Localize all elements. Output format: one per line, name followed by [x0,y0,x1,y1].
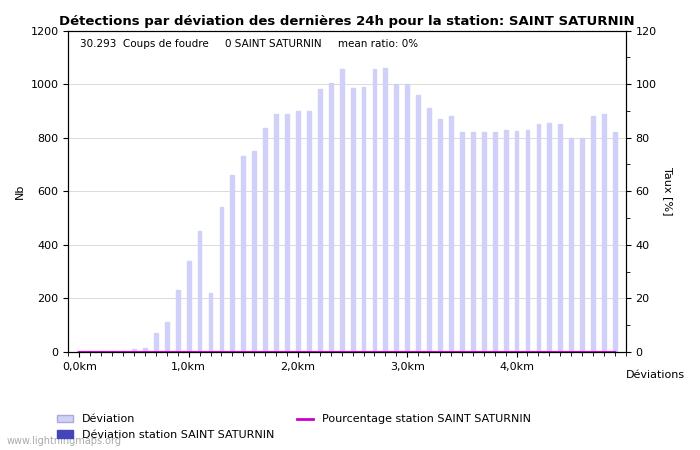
Bar [132,349,136,352]
Bar [438,119,442,352]
Bar [580,138,584,352]
Bar [340,69,344,352]
Bar [449,116,453,352]
Bar [296,111,300,352]
Bar [285,113,289,352]
Bar [514,131,519,352]
Bar [209,293,212,352]
Bar [230,175,235,352]
Bar [460,132,464,352]
Bar [372,69,377,352]
Text: www.lightningmaps.org: www.lightningmaps.org [7,436,122,446]
Bar [405,84,409,352]
Bar [526,130,529,352]
Y-axis label: Taux [%]: Taux [%] [664,167,673,216]
Bar [154,333,158,352]
Bar [394,84,398,352]
Bar [110,351,114,352]
Bar [559,124,562,352]
Bar [88,351,92,352]
Bar [176,290,180,352]
Bar [197,231,202,352]
Bar [329,83,332,352]
Title: Détections par déviation des dernières 24h pour la station: SAINT SATURNIN: Détections par déviation des dernières 2… [60,15,635,28]
Bar [569,138,573,352]
Bar [318,90,322,352]
Bar [416,95,420,352]
Text: 30.293  Coups de foudre     0 SAINT SATURNIN     mean ratio: 0%: 30.293 Coups de foudre 0 SAINT SATURNIN … [80,39,418,49]
Bar [613,132,617,352]
Bar [493,132,496,352]
Bar [547,123,552,352]
Bar [536,124,540,352]
Bar [602,113,606,352]
Bar [121,351,125,352]
Bar [592,116,595,352]
Bar [384,68,387,352]
Bar [274,113,278,352]
Bar [241,157,245,352]
Bar [187,261,190,352]
Text: Déviations: Déviations [626,369,685,380]
Bar [252,151,256,352]
Bar [362,87,365,352]
Legend: Déviation, Déviation station SAINT SATURNIN, Pourcentage station SAINT SATURNIN: Déviation, Déviation station SAINT SATUR… [52,410,536,445]
Bar [143,348,147,352]
Y-axis label: Nb: Nb [15,184,25,199]
Bar [220,207,223,352]
Bar [165,323,169,352]
Bar [351,88,354,352]
Bar [263,128,267,352]
Bar [78,351,81,352]
Bar [504,130,508,352]
Bar [99,351,103,352]
Bar [307,111,311,352]
Bar [427,108,431,352]
Bar [482,132,486,352]
Bar [471,132,475,352]
